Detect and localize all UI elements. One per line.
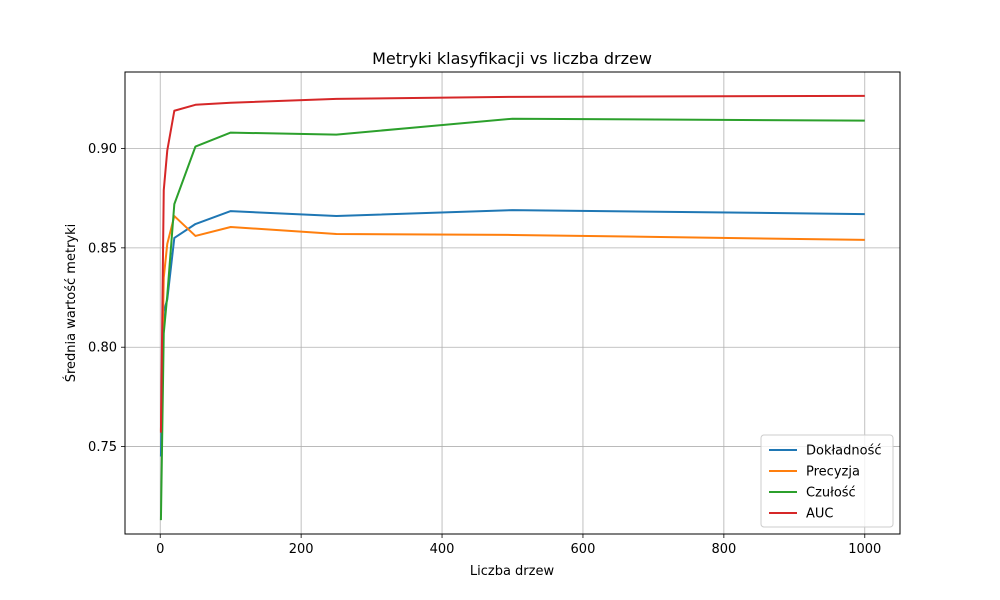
x-tick-label: 800 bbox=[711, 542, 736, 557]
x-tick-label: 1000 bbox=[848, 542, 881, 557]
y-axis: 0.75 0.80 0.85 0.90 bbox=[88, 142, 125, 455]
series-line-czu-os-c- bbox=[159, 117, 865, 521]
x-tick-label: 0 bbox=[156, 542, 164, 557]
y-tick-label: 0.90 bbox=[88, 142, 117, 157]
legend-label: Precyzja bbox=[806, 465, 860, 480]
legend-label: Czułość bbox=[806, 486, 856, 501]
y-tick-label: 0.80 bbox=[88, 341, 117, 356]
plot-frame bbox=[124, 71, 901, 535]
legend: Dokładność Precyzja Czułość AUC bbox=[760, 434, 894, 528]
x-tick-label: 200 bbox=[289, 542, 314, 557]
x-axis: 0 200 400 600 800 1000 bbox=[156, 534, 881, 557]
x-axis-label: Liczba drzew bbox=[470, 564, 555, 579]
x-tick-label: 400 bbox=[430, 542, 455, 557]
y-axis-label: Średnia wartość metryki bbox=[63, 224, 79, 383]
series-line-auc bbox=[159, 94, 865, 433]
x-tick-label: 600 bbox=[571, 542, 596, 557]
series-line-precyzja bbox=[159, 215, 865, 431]
legend-label: Dokładność bbox=[806, 444, 882, 459]
chart-title: Metryki klasyfikacji vs liczba drzew bbox=[372, 49, 652, 68]
y-tick-label: 0.85 bbox=[88, 241, 117, 256]
series-group bbox=[159, 94, 865, 521]
y-tick-label: 0.75 bbox=[88, 440, 117, 455]
legend-label: AUC bbox=[806, 507, 834, 522]
series-line-dok-adnos-c- bbox=[159, 209, 865, 457]
legend-frame bbox=[760, 434, 894, 528]
